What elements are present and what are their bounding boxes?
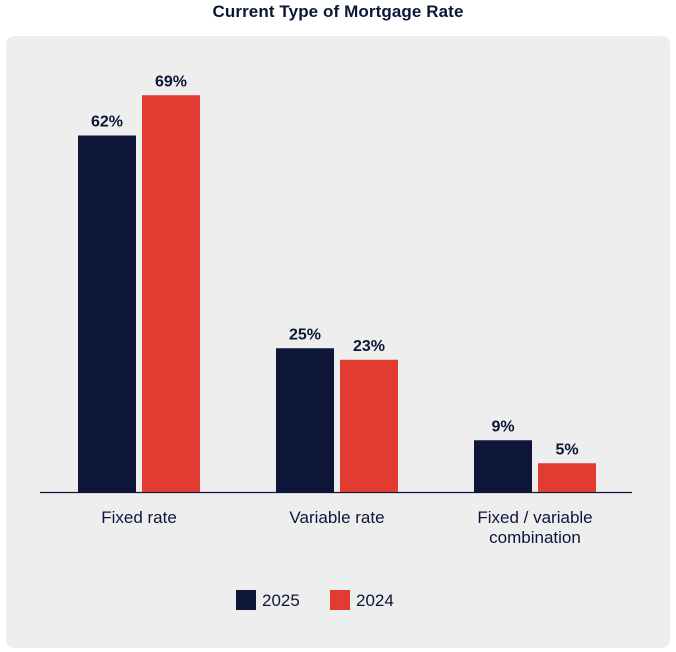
legend-label-2024: 2024 [356,591,394,610]
bar-2024-1 [340,359,398,492]
data-label-2024-0: 69% [155,73,187,90]
bar-2025-1 [276,348,334,492]
bar-2025-0 [78,135,136,492]
data-label-2025-1: 25% [289,326,321,343]
category-label-1: Variable rate [289,508,384,527]
chart-title: Current Type of Mortgage Rate [212,2,464,21]
legend-swatch-2024 [330,590,350,610]
legend-swatch-2025 [236,590,256,610]
category-label-2-line-1: combination [489,528,581,547]
bar-2024-0 [142,95,200,492]
bar-2024-2 [538,463,596,492]
data-label-2025-0: 62% [91,114,123,131]
legend-label-2025: 2025 [262,591,300,610]
data-label-2025-2: 9% [491,418,514,435]
data-label-2024-2: 5% [555,441,578,458]
category-label-2-line-0: Fixed / variable [477,508,592,527]
data-label-2024-1: 23% [353,338,385,355]
category-label-0: Fixed rate [101,508,177,527]
bar-2025-2 [474,440,532,492]
